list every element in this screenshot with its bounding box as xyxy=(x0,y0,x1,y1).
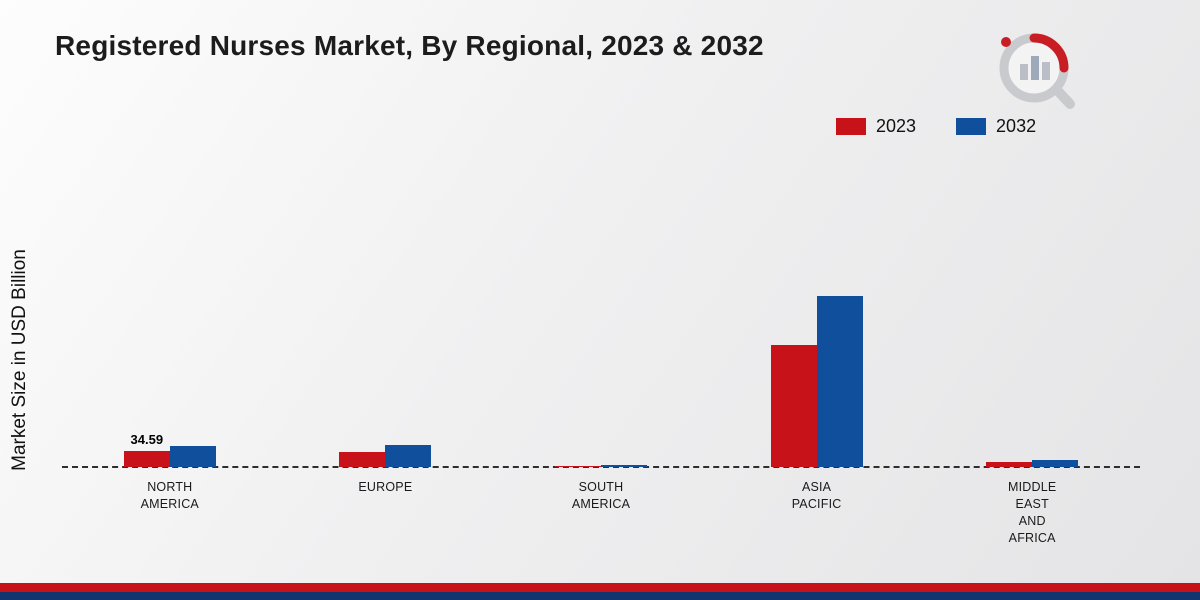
zero-baseline xyxy=(62,466,1140,468)
bar-value-label: 34.59 xyxy=(130,432,164,448)
x-axis-label-south-america: SOUTH AMERICA xyxy=(571,480,631,511)
legend-item-2032: 2032 xyxy=(956,116,1036,137)
bar-2032-asia-pacific xyxy=(816,296,863,467)
legend-label: 2023 xyxy=(876,116,917,136)
bar-2023-asia-pacific xyxy=(770,344,817,467)
y-axis-label: Market Size in USD Billion xyxy=(9,249,30,471)
bar-2032-north-america xyxy=(169,446,216,467)
brand-logo-icon xyxy=(999,33,1075,109)
bar-2032-south-america xyxy=(601,465,647,467)
plot-area: 34.59 xyxy=(62,110,1140,468)
bar-2023-north-america xyxy=(123,451,170,467)
legend-swatch-icon xyxy=(836,118,866,135)
x-axis-label-middle-east-and-africa: MIDDLE EAST AND AFRICA xyxy=(1007,480,1057,545)
footer-navy-band xyxy=(0,592,1200,600)
bar-2032-europe xyxy=(385,445,432,467)
legend: 2023 2032 xyxy=(836,116,1036,137)
legend-item-2023: 2023 xyxy=(836,116,916,137)
legend-swatch-icon xyxy=(956,118,987,135)
bar-2023-europe xyxy=(339,452,386,467)
bar-2032-middle-east-and-africa xyxy=(1032,459,1079,467)
footer-red-band xyxy=(0,583,1200,592)
x-axis-label-asia-pacific: ASIA PACIFIC xyxy=(791,480,842,511)
legend-label: 2032 xyxy=(996,116,1037,136)
x-axis-label-europe: EUROPE xyxy=(358,480,413,494)
x-axis-labels: NORTH AMERICA EUROPE SOUTH AMERICA ASIA PAC… xyxy=(62,479,1140,569)
x-axis-label-north-america: NORTH AMERICA xyxy=(140,480,199,511)
bar-2023-middle-east-and-africa xyxy=(986,462,1033,467)
page-title: Registered Nurses Market, By Regional, 2… xyxy=(55,30,764,61)
bar-2023-south-america xyxy=(555,465,601,467)
